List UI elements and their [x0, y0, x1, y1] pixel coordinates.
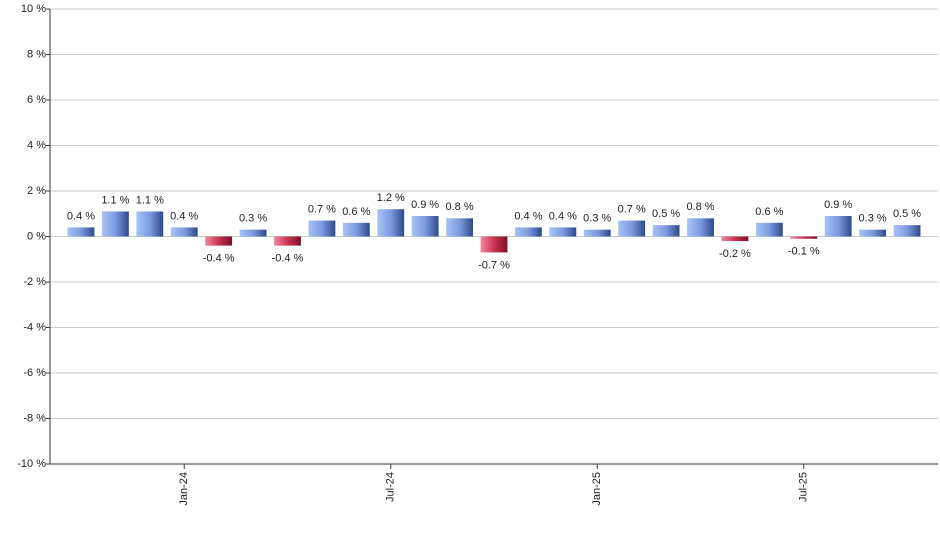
y-tick-label: -4 %	[23, 321, 46, 333]
bar	[514, 227, 542, 237]
value-label: 0.5 %	[893, 208, 921, 220]
value-label: 0.9 %	[411, 199, 439, 211]
value-label: 0.6 %	[342, 206, 370, 218]
bar	[377, 209, 405, 237]
value-label: -0.2 %	[719, 248, 751, 260]
bar	[411, 216, 439, 237]
value-label: 0.5 %	[652, 208, 680, 220]
y-tick-label: 0 %	[27, 230, 46, 242]
value-label: 0.9 %	[824, 199, 852, 211]
bar	[67, 227, 95, 237]
value-label: -0.4 %	[203, 253, 235, 265]
x-tick-label: Jul-24	[385, 472, 397, 502]
y-tick-label: 6 %	[27, 94, 46, 106]
bar	[308, 220, 336, 237]
x-tick-label: Jan-24	[178, 472, 190, 506]
value-label: 0.3 %	[239, 213, 267, 225]
value-label: -0.7 %	[478, 259, 510, 271]
bar	[274, 236, 301, 246]
bar	[101, 211, 129, 237]
x-tick-label: Jul-25	[798, 472, 810, 502]
y-tick-label: -6 %	[23, 367, 46, 379]
bar	[170, 227, 198, 237]
value-label: 0.7 %	[308, 203, 336, 215]
value-label: 1.2 %	[377, 192, 405, 204]
bar	[893, 225, 921, 237]
value-label: 0.7 %	[618, 203, 646, 215]
y-tick-label: -2 %	[23, 276, 46, 288]
value-label: 0.4 %	[514, 210, 542, 222]
y-tick-label: 8 %	[27, 48, 46, 60]
bar	[755, 222, 783, 237]
value-label: 0.8 %	[686, 201, 714, 213]
value-label: 0.3 %	[859, 213, 887, 225]
x-tick-label: Jan-25	[591, 472, 603, 506]
value-label: 0.4 %	[67, 210, 95, 222]
value-label: 1.1 %	[136, 194, 164, 206]
bar	[687, 218, 714, 237]
y-tick-label: -10 %	[17, 458, 46, 470]
bar	[136, 211, 164, 237]
bar	[239, 229, 267, 237]
bar	[859, 229, 887, 237]
bar	[342, 222, 370, 237]
bar	[549, 227, 577, 237]
bar	[205, 236, 233, 246]
bar	[652, 225, 680, 237]
y-tick-label: 10 %	[21, 3, 46, 15]
bar	[480, 236, 508, 253]
bar	[446, 218, 474, 237]
value-label: 1.1 %	[101, 194, 129, 206]
value-label: 0.4 %	[549, 210, 577, 222]
bar	[618, 220, 646, 237]
value-label: -0.4 %	[272, 253, 304, 265]
value-label: 0.6 %	[755, 206, 783, 218]
value-label: 0.8 %	[446, 201, 474, 213]
bar	[824, 216, 852, 237]
bar	[583, 229, 611, 237]
value-label: 0.4 %	[170, 210, 198, 222]
bar	[721, 236, 749, 242]
value-label: -0.1 %	[788, 246, 820, 258]
y-tick-label: 2 %	[27, 185, 46, 197]
bar	[790, 236, 818, 239]
y-tick-label: 4 %	[27, 139, 46, 151]
y-tick-label: -8 %	[23, 412, 46, 424]
value-label: 0.3 %	[583, 213, 611, 225]
